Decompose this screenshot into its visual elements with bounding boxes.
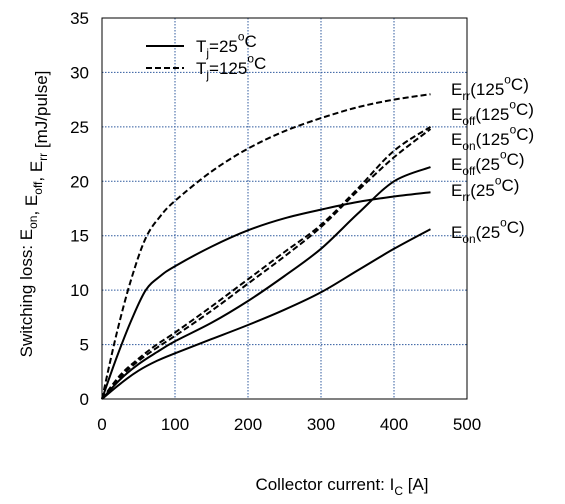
- y-tick-label: 5: [80, 336, 89, 355]
- x-tick-label: 400: [380, 415, 408, 434]
- series-group: [101, 93, 432, 400]
- x-tick-label: 100: [161, 415, 189, 434]
- series-line-eon-25-c: [101, 228, 431, 400]
- y-tick-label: 15: [70, 227, 89, 246]
- y-tick-label: 35: [70, 9, 89, 28]
- y-tick-label: 10: [70, 281, 89, 300]
- series-line-err-25-c: [101, 191, 431, 400]
- grid-lines: [102, 18, 467, 399]
- x-tick-label: 200: [234, 415, 262, 434]
- y-tick-label: 20: [70, 172, 89, 191]
- x-axis-title: Collector current: IC [A]: [255, 475, 428, 498]
- x-tick-label: 0: [97, 415, 106, 434]
- series-line-eon-125-c: [101, 128, 432, 400]
- tick-labels: 0 100 200 300 400 500 0 5 10 15 20 25 30 35: [70, 9, 481, 434]
- series-line-err-125-c: [101, 93, 431, 400]
- x-tick-label: 500: [453, 415, 481, 434]
- y-tick-label: 25: [70, 118, 89, 137]
- series-line-eoff-125-c: [101, 126, 432, 400]
- plot-frame: [101, 17, 468, 400]
- y-tick-label: 30: [70, 63, 89, 82]
- series-line-eoff-25-c: [101, 166, 431, 400]
- x-tick-label: 300: [307, 415, 335, 434]
- y-tick-label: 0: [80, 390, 89, 409]
